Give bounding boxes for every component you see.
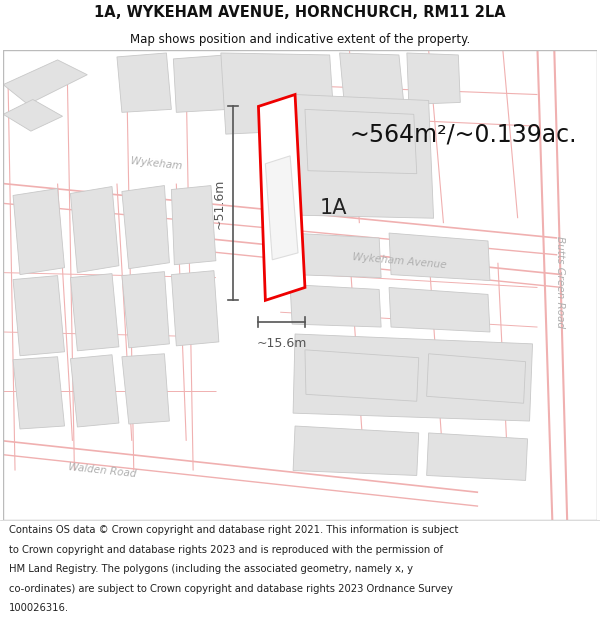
- Polygon shape: [122, 186, 169, 269]
- Polygon shape: [172, 271, 219, 346]
- Polygon shape: [340, 53, 404, 106]
- Text: Wykeham: Wykeham: [130, 156, 183, 171]
- Polygon shape: [293, 426, 419, 476]
- Polygon shape: [70, 186, 119, 272]
- Text: ~15.6m: ~15.6m: [257, 337, 307, 350]
- Text: 1A, WYKEHAM AVENUE, HORNCHURCH, RM11 2LA: 1A, WYKEHAM AVENUE, HORNCHURCH, RM11 2LA: [94, 5, 506, 20]
- Text: co-ordinates) are subject to Crown copyright and database rights 2023 Ordnance S: co-ordinates) are subject to Crown copyr…: [9, 584, 453, 594]
- Text: HM Land Registry. The polygons (including the associated geometry, namely x, y: HM Land Registry. The polygons (includin…: [9, 564, 413, 574]
- Text: Contains OS data © Crown copyright and database right 2021. This information is : Contains OS data © Crown copyright and d…: [9, 525, 458, 535]
- Text: ~564m²/~0.139ac.: ~564m²/~0.139ac.: [349, 122, 577, 146]
- Polygon shape: [305, 350, 419, 401]
- Polygon shape: [293, 334, 533, 421]
- Text: Map shows position and indicative extent of the property.: Map shows position and indicative extent…: [130, 32, 470, 46]
- Polygon shape: [295, 94, 434, 218]
- Polygon shape: [389, 233, 490, 281]
- Text: Wykeham Avenue: Wykeham Avenue: [352, 252, 446, 270]
- Text: ~51.6m: ~51.6m: [212, 178, 226, 229]
- Polygon shape: [259, 94, 305, 301]
- Polygon shape: [173, 55, 229, 112]
- Polygon shape: [290, 233, 381, 278]
- Polygon shape: [290, 284, 381, 327]
- Polygon shape: [407, 53, 460, 104]
- Polygon shape: [265, 156, 298, 260]
- Text: to Crown copyright and database rights 2023 and is reproduced with the permissio: to Crown copyright and database rights 2…: [9, 544, 443, 554]
- Polygon shape: [427, 354, 526, 403]
- Polygon shape: [221, 53, 335, 134]
- Text: 1A: 1A: [320, 198, 347, 218]
- Polygon shape: [3, 99, 62, 131]
- Polygon shape: [122, 354, 169, 424]
- Polygon shape: [389, 288, 490, 332]
- Text: Walden Road: Walden Road: [68, 462, 137, 479]
- Polygon shape: [117, 53, 172, 112]
- Polygon shape: [70, 355, 119, 427]
- Polygon shape: [172, 186, 216, 265]
- Polygon shape: [305, 109, 417, 174]
- Text: 100026316.: 100026316.: [9, 603, 69, 613]
- Text: Butts Green Road: Butts Green Road: [555, 236, 565, 329]
- Polygon shape: [13, 189, 65, 274]
- Polygon shape: [3, 60, 87, 104]
- Polygon shape: [122, 272, 169, 348]
- Polygon shape: [13, 276, 65, 356]
- Polygon shape: [13, 357, 65, 429]
- Polygon shape: [427, 433, 527, 481]
- Polygon shape: [70, 274, 119, 351]
